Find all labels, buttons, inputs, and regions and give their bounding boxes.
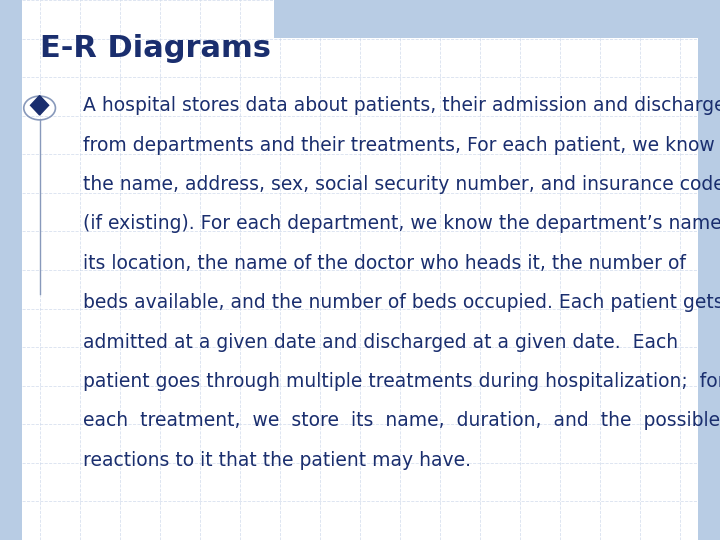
Bar — [0, 0, 22, 540]
Text: A hospital stores data about patients, their admission and discharge: A hospital stores data about patients, t… — [83, 96, 720, 115]
Text: (if existing). For each department, we know the department’s name,: (if existing). For each department, we k… — [83, 214, 720, 233]
Text: E-R Diagrams: E-R Diagrams — [40, 34, 271, 63]
Text: from departments and their treatments, For each patient, we know: from departments and their treatments, F… — [83, 136, 714, 154]
Text: the name, address, sex, social security number, and insurance code: the name, address, sex, social security … — [83, 175, 720, 194]
Text: its location, the name of the doctor who heads it, the number of: its location, the name of the doctor who… — [83, 254, 685, 273]
Bar — [274, 0, 720, 38]
Text: beds available, and the number of beds occupied. Each patient gets: beds available, and the number of beds o… — [83, 293, 720, 312]
Text: each  treatment,  we  store  its  name,  duration,  and  the  possible: each treatment, we store its name, durat… — [83, 411, 720, 430]
Text: patient goes through multiple treatments during hospitalization;  for: patient goes through multiple treatments… — [83, 372, 720, 391]
Bar — [698, 0, 720, 540]
Text: admitted at a given date and discharged at a given date.  Each: admitted at a given date and discharged … — [83, 333, 678, 352]
Polygon shape — [30, 96, 49, 115]
Text: reactions to it that the patient may have.: reactions to it that the patient may hav… — [83, 451, 471, 470]
